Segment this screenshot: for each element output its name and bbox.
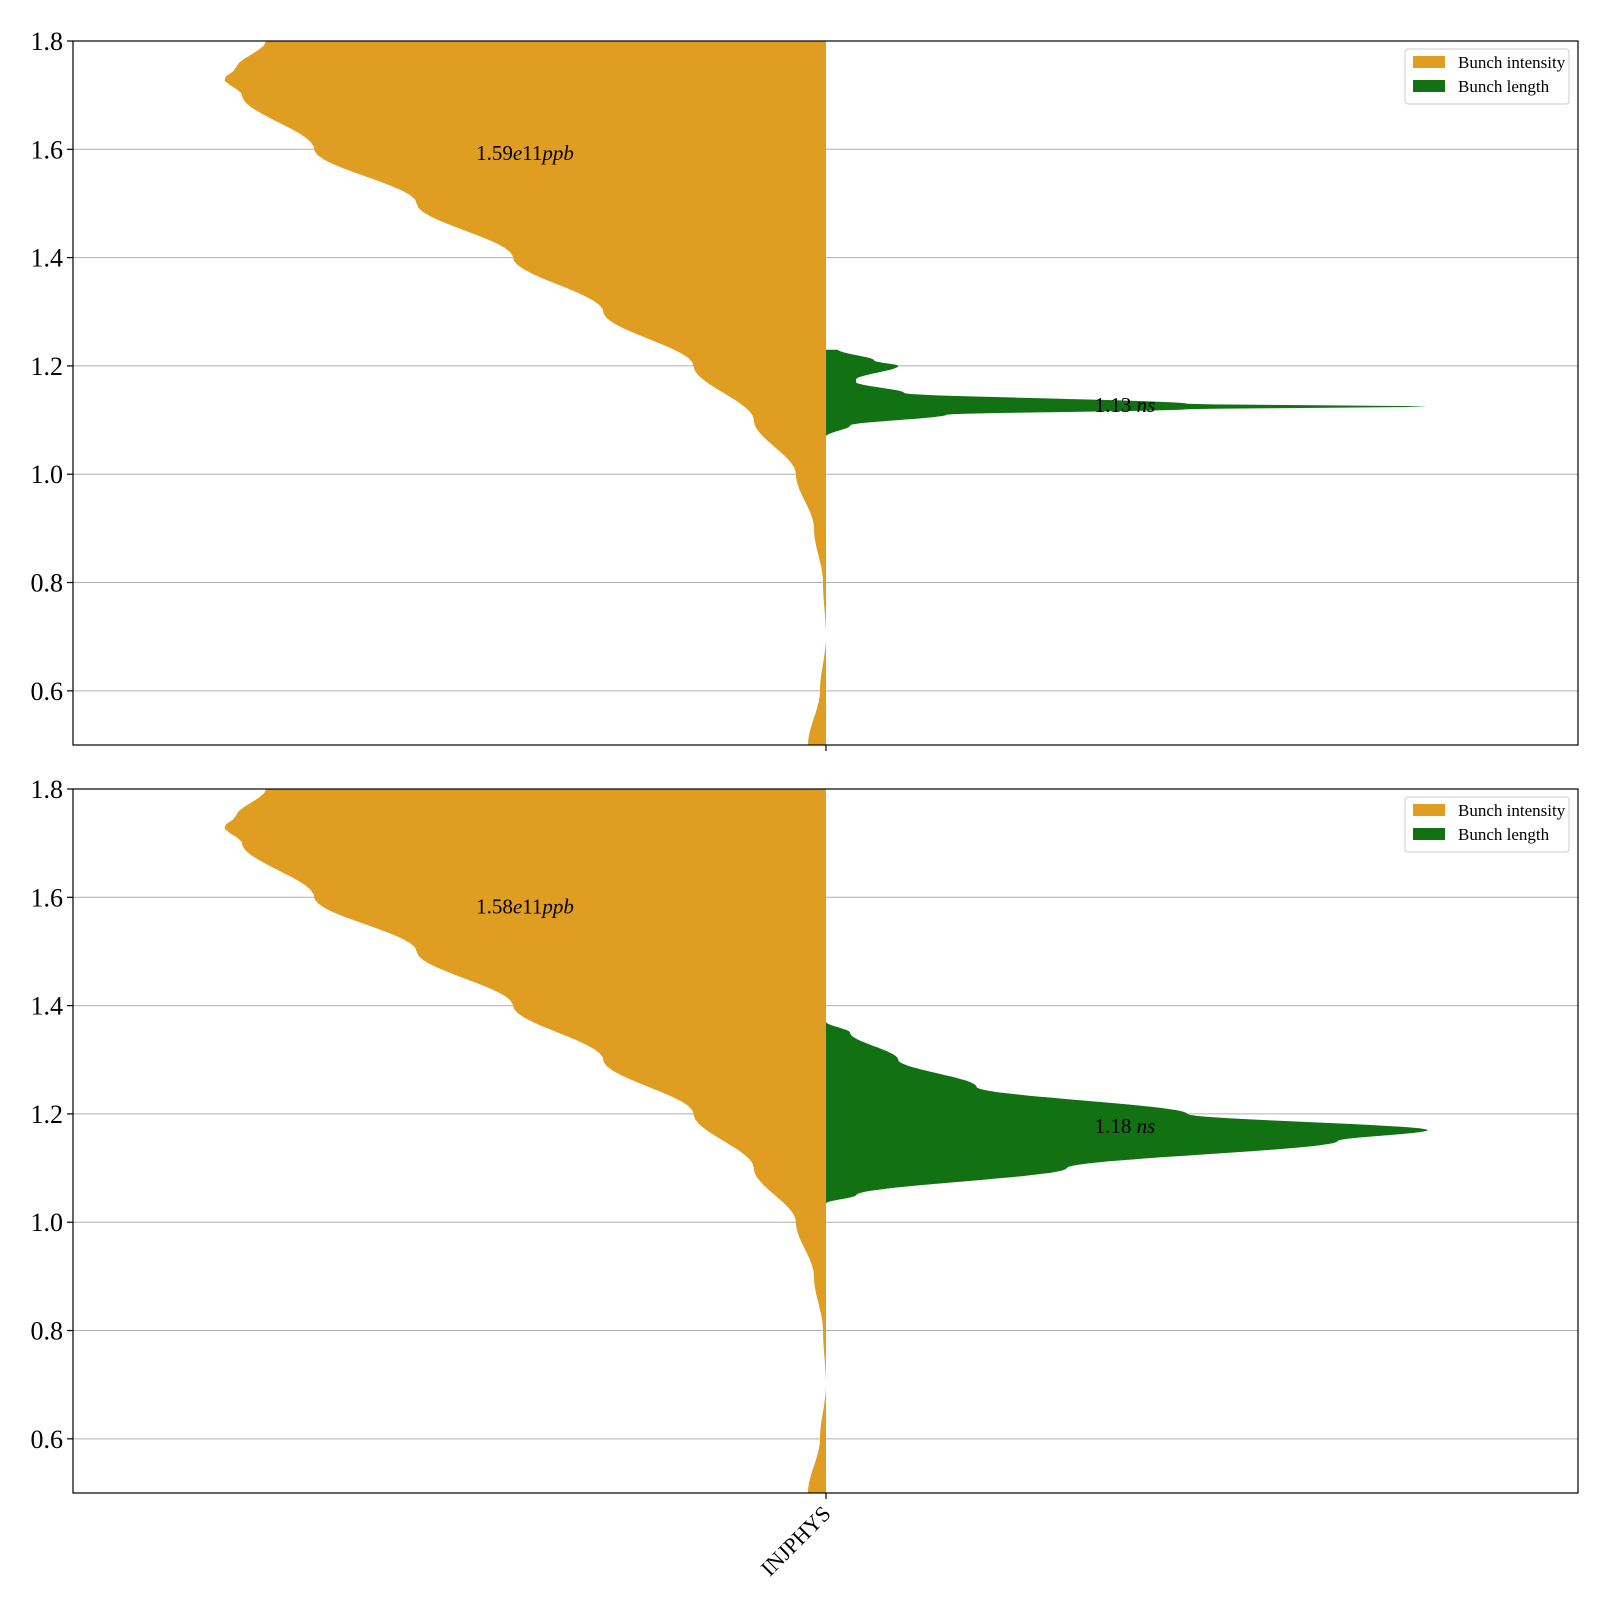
intensity-median-label: 1.59e11ppb (476, 141, 574, 165)
y-axis: 0.6 0.8 1.0 1.2 1.4 1.6 1.8 (31, 27, 73, 706)
legend: Bunch intensity Bunch length (1404, 796, 1570, 853)
legend-label-intensity: Bunch intensity (1458, 801, 1566, 820)
annotation-group: 1.59e11ppb 1.13 ns (476, 141, 1155, 417)
length-median-label: 1.18 ns (1095, 1114, 1156, 1138)
y-tick-label: 1.8 (31, 27, 64, 56)
y-axis: 0.6 0.8 1.0 1.2 1.4 1.6 1.8 (31, 775, 73, 1454)
y-tick-label: 1.2 (31, 352, 64, 381)
y-tick-label: 1.6 (31, 883, 64, 912)
y-tick-label: 0.6 (31, 1425, 64, 1454)
y-tick-label: 1.0 (31, 1208, 64, 1237)
y-tick-label: 1.0 (31, 460, 64, 489)
legend: Bunch intensity Bunch length (1404, 48, 1570, 105)
length-median-label: 1.13 ns (1095, 393, 1156, 417)
y-tick-label: 0.6 (31, 677, 64, 706)
intensity-median-label: 1.58e11ppb (476, 894, 574, 918)
y-tick-label: 1.2 (31, 1100, 64, 1129)
y-tick-label: 1.8 (31, 775, 64, 804)
violin-group (224, 41, 1428, 745)
intensity-violin (224, 789, 826, 1493)
y-tick-label: 1.6 (31, 135, 64, 164)
x-axis: INJPHYS (756, 1493, 836, 1581)
legend-swatch-length (1413, 80, 1445, 92)
legend-swatch-length (1413, 828, 1445, 840)
legend-box (1404, 48, 1570, 105)
y-tick-label: 1.4 (31, 992, 64, 1021)
legend-swatch-intensity (1413, 804, 1445, 816)
intensity-violin (224, 41, 826, 745)
legend-label-length: Bunch length (1458, 825, 1550, 844)
legend-swatch-intensity (1413, 56, 1445, 68)
annotation-group: 1.58e11ppb 1.18 ns (476, 894, 1155, 1137)
length-violin (826, 1021, 1428, 1204)
legend-label-intensity: Bunch intensity (1458, 53, 1566, 72)
y-tick-label: 0.8 (31, 1317, 64, 1346)
legend-label-length: Bunch length (1458, 77, 1550, 96)
legend-box (1404, 796, 1570, 853)
y-tick-label: 0.8 (31, 569, 64, 598)
y-tick-label: 1.4 (31, 244, 64, 273)
x-tick-label: INJPHYS (756, 1501, 836, 1581)
violin-group (224, 789, 1428, 1493)
